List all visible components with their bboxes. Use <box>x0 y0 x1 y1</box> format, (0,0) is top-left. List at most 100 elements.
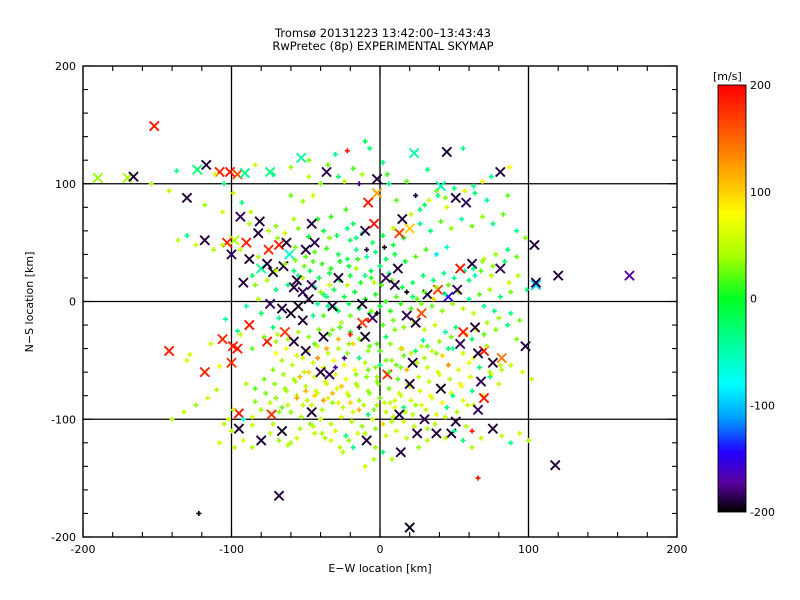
scatter-marker-plus <box>398 301 404 307</box>
scatter-marker-plus <box>493 327 499 333</box>
scatter-marker-plus <box>371 280 377 286</box>
scatter-marker-plus <box>332 151 338 157</box>
scatter-marker-plus <box>301 369 307 375</box>
scatter-marker-plus <box>491 308 497 314</box>
scatter-marker-plus <box>288 193 294 199</box>
scatter-marker-plus <box>408 397 414 403</box>
scatter-marker-plus <box>422 289 428 295</box>
scatter-marker-plus <box>292 257 298 263</box>
scatter-marker-plus <box>383 433 389 439</box>
scatter-marker-plus <box>401 419 407 425</box>
scatter-marker-plus <box>310 423 316 429</box>
scatter-marker-cross <box>530 279 542 291</box>
scatter-marker-cross <box>315 366 326 378</box>
scatter-marker-cross <box>475 376 487 387</box>
scatter-marker-cross <box>217 333 228 345</box>
scatter-marker-plus <box>422 202 428 208</box>
scatter-marker-cross <box>359 225 371 237</box>
scatter-marker-plus <box>368 275 374 281</box>
scatter-marker-plus <box>460 350 466 356</box>
scatter-marker-plus <box>466 360 472 366</box>
scatter-marker-plus <box>499 433 505 439</box>
scatter-marker-plus <box>377 303 383 309</box>
scatter-marker-plus <box>488 273 494 279</box>
scatter-marker-plus <box>193 402 199 408</box>
scatter-marker-plus <box>390 317 396 323</box>
scatter-marker-plus <box>321 397 327 403</box>
scatter-marker-plus <box>261 334 267 340</box>
scatter-marker-plus <box>344 256 350 262</box>
scatter-marker-plus <box>517 430 523 436</box>
scatter-marker-cross <box>451 284 463 295</box>
scatter-marker-plus <box>463 423 469 429</box>
scatter-marker-plus <box>272 381 278 387</box>
colorbar-gradient <box>718 85 746 512</box>
scatter-marker-plus <box>422 327 428 333</box>
scatter-marker-plus <box>441 270 447 276</box>
scatter-marker-plus <box>496 381 502 387</box>
scatter-marker-cross <box>371 187 383 199</box>
scatter-marker-cross <box>407 357 418 369</box>
scatter-marker-plus <box>364 254 370 260</box>
x-tick-label: -100 <box>219 543 244 556</box>
scatter-marker-plus <box>386 386 392 392</box>
scatter-marker-plus <box>307 421 313 427</box>
scatter-marker-plus <box>294 435 300 441</box>
scatter-marker-plus <box>374 341 380 347</box>
scatter-marker-plus <box>319 430 325 436</box>
scatter-marker-plus <box>371 407 377 413</box>
scatter-marker-plus <box>419 343 425 349</box>
colorbar-tick-label: 200 <box>750 79 771 92</box>
scatter-marker-cross <box>321 166 332 178</box>
scatter-marker-plus <box>402 409 408 415</box>
scatter-marker-plus <box>252 162 258 168</box>
scatter-marker-plus <box>362 138 368 144</box>
scatter-marker-plus <box>353 235 359 241</box>
scatter-marker-plus <box>285 282 291 288</box>
scatter-marker-plus <box>393 197 399 203</box>
scatter-marker-cross <box>404 522 415 533</box>
scatter-marker-plus <box>439 400 445 406</box>
scatter-marker-plus <box>520 369 526 375</box>
scatter-marker-plus <box>523 235 529 241</box>
scatter-marker-cross <box>235 211 246 222</box>
scatter-marker-plus <box>475 475 481 481</box>
scatter-marker-plus <box>359 423 365 429</box>
scatter-marker-plus <box>288 164 294 170</box>
scatter-marker-cross <box>273 239 285 251</box>
scatter-marker-plus <box>285 402 291 408</box>
scatter-marker-plus <box>331 287 337 293</box>
scatter-marker-plus <box>350 341 356 347</box>
scatter-marker-plus <box>370 416 376 422</box>
scatter-marker-plus <box>169 416 175 422</box>
scatter-marker-plus <box>229 428 234 434</box>
scatter-marker-plus <box>304 397 310 403</box>
scatter-marker-cross <box>324 369 335 380</box>
scatter-marker-cross <box>261 258 273 270</box>
scatter-marker-plus <box>217 363 223 369</box>
scatter-marker-cross <box>241 237 252 248</box>
scatter-marker-cross <box>487 423 499 434</box>
scatter-marker-cross <box>327 300 338 312</box>
scatter-marker-cross <box>389 279 401 291</box>
scatter-marker-plus <box>432 322 438 328</box>
scatter-marker-plus <box>362 463 368 469</box>
scatter-marker-cross <box>264 298 276 310</box>
scatter-marker-plus <box>252 282 258 288</box>
scatter-marker-cross <box>200 159 212 171</box>
scatter-marker-plus <box>237 331 243 337</box>
scatter-marker-plus <box>427 228 433 234</box>
scatter-marker-cross <box>291 275 303 286</box>
scatter-marker-plus <box>389 456 395 462</box>
scatter-marker-cross <box>279 326 291 338</box>
scatter-marker-plus <box>310 258 316 264</box>
scatter-marker-plus <box>362 360 368 366</box>
scatter-marker-cross <box>333 272 344 284</box>
scatter-marker-plus <box>275 331 281 337</box>
scatter-marker-plus <box>258 407 264 413</box>
scatter-marker-plus <box>404 435 410 441</box>
scatter-marker-plus <box>462 188 468 194</box>
scatter-marker-plus <box>380 322 386 328</box>
